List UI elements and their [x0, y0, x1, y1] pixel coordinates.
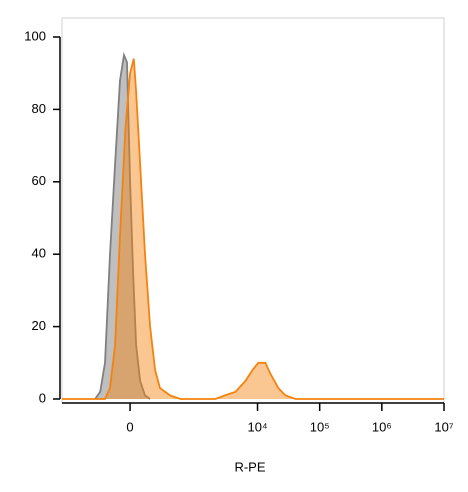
- y-tick-label: 20: [32, 318, 46, 333]
- y-tick-label: 100: [24, 28, 46, 43]
- histogram-curve: [94, 51, 151, 400]
- x-tick-label: 10⁷: [434, 419, 453, 434]
- y-tick-label: 80: [32, 101, 46, 116]
- x-tick-label: 0: [126, 419, 133, 434]
- histogram-curve: [62, 58, 444, 400]
- y-tick-label: 60: [32, 173, 46, 188]
- x-tick-label: 10⁶: [372, 419, 392, 434]
- y-tick-label: 40: [32, 246, 46, 261]
- x-tick-label: 10⁴: [247, 419, 267, 434]
- x-axis-label: R-PE: [234, 459, 265, 474]
- y-tick-label: 0: [39, 390, 46, 405]
- x-tick-label: 10⁵: [310, 419, 330, 434]
